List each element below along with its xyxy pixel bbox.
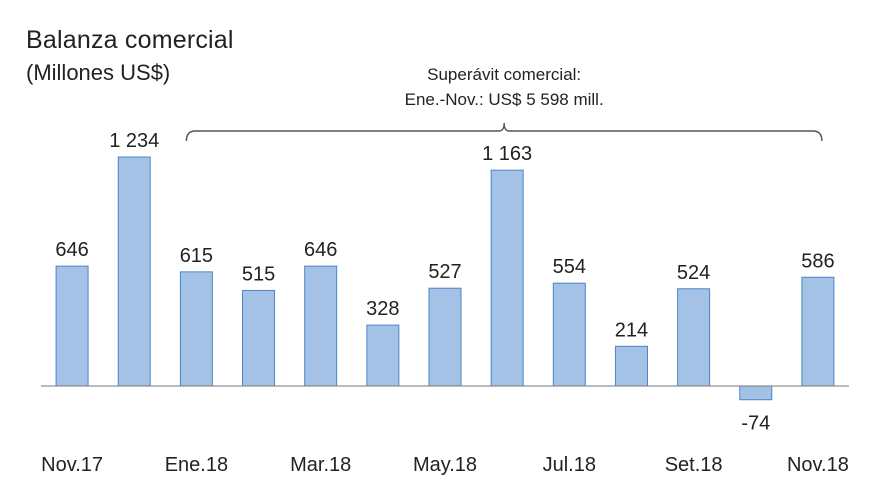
x-tick-label-Nov.18: Nov.18 — [787, 454, 849, 476]
bar-Jun.18 — [490, 169, 524, 387]
surplus-brace: Superávit comercial: Ene.-Nov.: US$ 5 59… — [185, 65, 823, 142]
value-label-Abr.18: 328 — [366, 298, 399, 320]
surplus-brace-line — [185, 122, 823, 142]
bar-Dic.17 — [117, 156, 151, 387]
surplus-annotation-line1: Superávit comercial: — [427, 65, 581, 84]
value-label-Oct.18: -74 — [741, 413, 770, 435]
x-tick-label-Jul.18: Jul.18 — [543, 454, 596, 476]
value-label-Nov.18: 586 — [801, 250, 834, 272]
bar-Abr.18 — [366, 324, 400, 387]
chart-subtitle: (Millones US$) — [26, 60, 171, 85]
bar-Jul.18 — [552, 282, 586, 387]
value-label-Feb.18: 515 — [242, 263, 275, 285]
x-tick-label-Mar.18: Mar.18 — [290, 454, 351, 476]
bar-May.18 — [428, 287, 462, 387]
value-label-Dic.17: 1 234 — [109, 130, 159, 152]
surplus-annotation-line2: Ene.-Nov.: US$ 5 598 mill. — [405, 90, 604, 109]
value-label-May.18: 527 — [428, 261, 461, 283]
bar-Ene.18 — [179, 271, 213, 387]
bar-Ago.18 — [614, 345, 648, 387]
value-label-Jul.18: 554 — [553, 256, 586, 278]
bar-Nov.18 — [801, 276, 835, 387]
value-label-Nov.17: 646 — [55, 239, 88, 261]
x-tick-label-Nov.17: Nov.17 — [41, 454, 103, 476]
value-label-Mar.18: 646 — [304, 239, 337, 261]
bar-Feb.18 — [242, 289, 276, 387]
chart-title: Balanza comercial — [26, 26, 234, 54]
bar-Oct.18 — [739, 385, 773, 401]
x-tick-label-Set.18: Set.18 — [665, 454, 723, 476]
value-label-Ago.18: 214 — [615, 319, 648, 341]
x-tick-label-May.18: May.18 — [413, 454, 477, 476]
value-label-Set.18: 524 — [677, 262, 710, 284]
x-tick-label-Ene.18: Ene.18 — [165, 454, 228, 476]
bar-Set.18 — [677, 288, 711, 387]
bar-Nov.17 — [55, 265, 89, 387]
value-label-Jun.18: 1 163 — [482, 143, 532, 165]
bar-Mar.18 — [304, 265, 338, 387]
value-label-Ene.18: 615 — [180, 245, 213, 267]
